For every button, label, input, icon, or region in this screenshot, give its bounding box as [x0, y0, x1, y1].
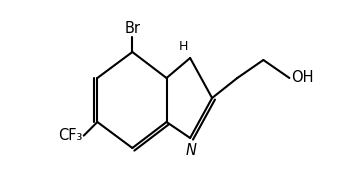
Text: N: N [185, 143, 197, 158]
Text: CF₃: CF₃ [58, 128, 83, 143]
Text: H: H [179, 40, 188, 53]
Text: OH: OH [291, 70, 314, 85]
Text: Br: Br [124, 21, 140, 36]
